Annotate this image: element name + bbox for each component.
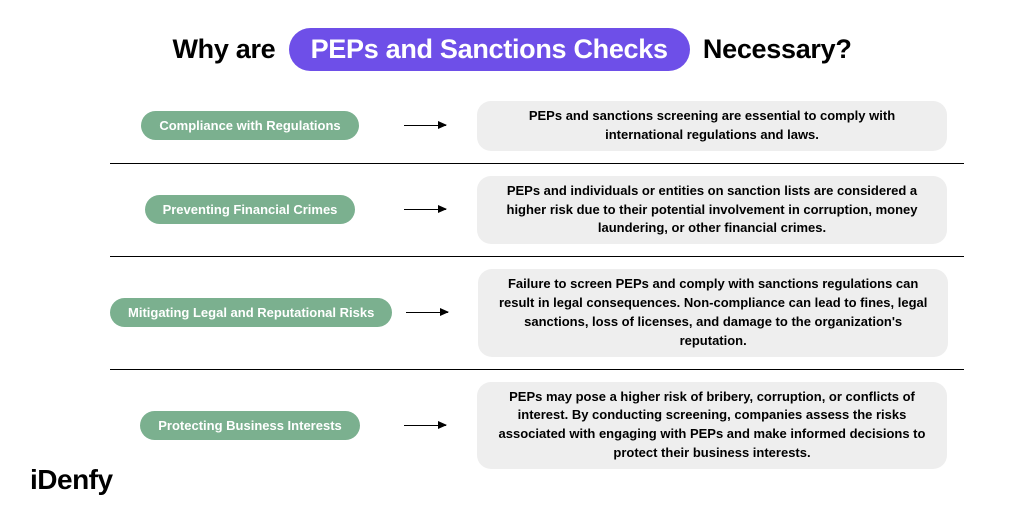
- desc-column: PEPs and individuals or entities on sanc…: [460, 176, 964, 245]
- arrow-column: [390, 209, 460, 210]
- title-prefix: Why are: [172, 34, 275, 64]
- reason-description: PEPs may pose a higher risk of bribery, …: [477, 382, 947, 469]
- title-highlight: PEPs and Sanctions Checks: [289, 28, 690, 71]
- list-item: Mitigating Legal and Reputational Risks …: [110, 257, 964, 369]
- label-column: Mitigating Legal and Reputational Risks: [110, 298, 392, 327]
- reasons-list: Compliance with Regulations PEPs and san…: [0, 89, 1024, 481]
- list-item: Preventing Financial Crimes PEPs and ind…: [110, 164, 964, 258]
- desc-column: PEPs may pose a higher risk of bribery, …: [460, 382, 964, 469]
- brand-logo: iDenfy: [30, 464, 113, 496]
- list-item: Protecting Business Interests PEPs may p…: [110, 370, 964, 481]
- reason-description: PEPs and individuals or entities on sanc…: [477, 176, 947, 245]
- reason-description: Failure to screen PEPs and comply with s…: [478, 269, 948, 356]
- reason-pill: Protecting Business Interests: [140, 411, 360, 440]
- reason-description: PEPs and sanctions screening are essenti…: [477, 101, 947, 151]
- arrow-icon: [404, 125, 446, 126]
- reason-pill: Mitigating Legal and Reputational Risks: [110, 298, 392, 327]
- page-title: Why are PEPs and Sanctions Checks Necess…: [0, 0, 1024, 89]
- desc-column: PEPs and sanctions screening are essenti…: [460, 101, 964, 151]
- label-column: Compliance with Regulations: [110, 111, 390, 140]
- arrow-icon: [404, 425, 446, 426]
- arrow-icon: [404, 209, 446, 210]
- arrow-column: [392, 312, 462, 313]
- arrow-icon: [406, 312, 448, 313]
- logo-text: iDenfy: [30, 464, 113, 495]
- title-suffix: Necessary?: [703, 34, 852, 64]
- reason-pill: Preventing Financial Crimes: [145, 195, 356, 224]
- arrow-column: [390, 125, 460, 126]
- desc-column: Failure to screen PEPs and comply with s…: [462, 269, 964, 356]
- reason-pill: Compliance with Regulations: [141, 111, 358, 140]
- label-column: Protecting Business Interests: [110, 411, 390, 440]
- label-column: Preventing Financial Crimes: [110, 195, 390, 224]
- list-item: Compliance with Regulations PEPs and san…: [110, 89, 964, 164]
- arrow-column: [390, 425, 460, 426]
